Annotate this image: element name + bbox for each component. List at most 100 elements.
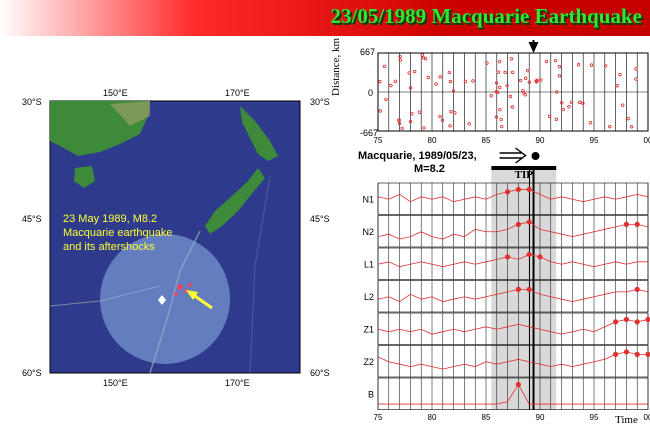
aftershock-point	[555, 90, 559, 94]
aftershock-point	[408, 119, 413, 124]
aftershock-point	[496, 70, 501, 74]
bottom-x-tick: 85	[482, 413, 491, 422]
series-alarm-point	[623, 349, 629, 355]
series-alarm-point	[515, 221, 521, 227]
series-alarm-point	[613, 351, 619, 357]
series-alarm-point	[623, 316, 629, 323]
aftershock-point	[426, 75, 431, 80]
map-annotation: 23 May 1989, M8.2 Macquarie earthquake a…	[63, 212, 172, 254]
aftershock-point	[539, 78, 543, 82]
aftershock-point	[398, 58, 403, 62]
series-alarm-point	[505, 189, 511, 195]
aftershock-point	[554, 117, 558, 122]
series-line	[377, 221, 649, 240]
aftershock-point	[440, 118, 445, 123]
series-alarm-point	[515, 286, 521, 292]
distance-x-tick: 75	[374, 136, 383, 145]
aftershock-point	[500, 124, 504, 129]
aftershock-point	[626, 116, 630, 121]
aftershock-point	[378, 79, 382, 84]
aftershock-point	[438, 114, 442, 119]
aftershock-point	[560, 101, 564, 105]
aftershock-point	[608, 124, 612, 129]
aftershock-point	[578, 100, 582, 105]
aftershock-point	[497, 85, 502, 90]
series-alarm-point	[526, 186, 532, 193]
series-alarm-point	[505, 254, 511, 260]
aftershock-point	[634, 67, 638, 71]
title-banner: 23/05/1989 Macquarie Earthquake	[0, 0, 650, 36]
aftershock-point	[451, 89, 456, 93]
series-label: L1	[364, 259, 374, 269]
series-alarm-point	[613, 319, 619, 325]
aftershock-point	[384, 97, 388, 102]
aftershock-point	[378, 109, 382, 113]
lat-label-right-3: 60°S	[310, 368, 330, 378]
aftershock-point	[397, 118, 401, 122]
annotation-line-2: Macquarie earthquake	[63, 227, 173, 239]
lon-label-top-1: 150°E	[103, 88, 128, 98]
aftershock-point	[398, 54, 402, 59]
event-marker	[531, 152, 540, 160]
aftershock-point	[494, 81, 499, 85]
series-alarm-point	[526, 286, 532, 292]
aftershock-point	[448, 124, 452, 128]
distance-x-tick: 00	[644, 136, 650, 145]
aftershock-point	[526, 68, 530, 73]
series-alarm-point	[634, 319, 640, 325]
aftershock-point	[508, 94, 513, 99]
aftershock-point	[581, 101, 585, 106]
aftershock-point	[410, 111, 414, 116]
aftershock-point	[413, 69, 417, 74]
lon-label-top-2: 170°E	[225, 88, 250, 98]
aftershock-point	[523, 93, 527, 97]
series-label: L2	[364, 292, 374, 302]
aftershock-point	[497, 59, 502, 64]
aftershock-point	[524, 76, 528, 80]
aftershock-point	[569, 100, 574, 104]
aftershock-point	[422, 126, 426, 130]
series-line	[377, 189, 649, 203]
series-alarm-point	[634, 351, 640, 357]
series-alarm-point	[537, 254, 543, 260]
aftershock-point	[389, 83, 393, 88]
aftershock-point	[485, 61, 489, 65]
dist-tick-top: 667	[360, 47, 376, 57]
aftershock-point	[589, 63, 594, 67]
lon-label-bottom-2: 170°E	[225, 378, 250, 388]
aftershock-point	[634, 77, 638, 81]
series-label: Z2	[363, 357, 374, 367]
series-alarm-point	[634, 221, 640, 227]
aftershock-point	[499, 117, 503, 122]
series-alarm-point	[645, 316, 650, 323]
aftershock-point	[518, 78, 523, 83]
series-line	[377, 254, 648, 268]
page-title: 23/05/1989 Macquarie Earthquake	[330, 4, 642, 28]
lat-label-left-3: 60°S	[22, 368, 42, 378]
chart-svg: 75 80 85 90 95 00 TIP N1 N2 L1 L2 Z1 Z2 B 75 80 85 90 95…	[362, 40, 650, 422]
series-label: N2	[362, 227, 374, 237]
aftershock-point	[553, 58, 558, 63]
aftershock-point	[471, 79, 475, 83]
aftershock-point	[407, 71, 411, 75]
aftershock-point	[510, 70, 515, 75]
series-line	[377, 319, 649, 335]
aftershock-point	[421, 56, 426, 60]
lat-label-right-2: 45°S	[310, 214, 330, 224]
event-arrow-top	[528, 42, 539, 53]
distance-panel: 75 80 85 90 95 00	[374, 40, 650, 145]
bottom-x-tick: 90	[536, 413, 545, 422]
aftershock-point	[400, 126, 404, 131]
time-axis-label: Time	[615, 414, 638, 426]
series-layer: N1 N2 L1 L2 Z1 Z2 B 75 80 85 90 95 00	[362, 182, 650, 422]
aftershock-point	[567, 104, 571, 109]
aftershock-point	[505, 83, 509, 88]
lat-label-left-1: 30°S	[22, 97, 42, 107]
caption-line-2: M=8.2	[414, 163, 445, 175]
series-alarm-point	[515, 186, 521, 193]
aftershock-point	[489, 94, 493, 98]
aftershock-point	[449, 110, 453, 114]
aftershock-point	[420, 53, 425, 57]
aftershock-point	[494, 115, 499, 119]
event-double-arrow	[499, 147, 527, 164]
